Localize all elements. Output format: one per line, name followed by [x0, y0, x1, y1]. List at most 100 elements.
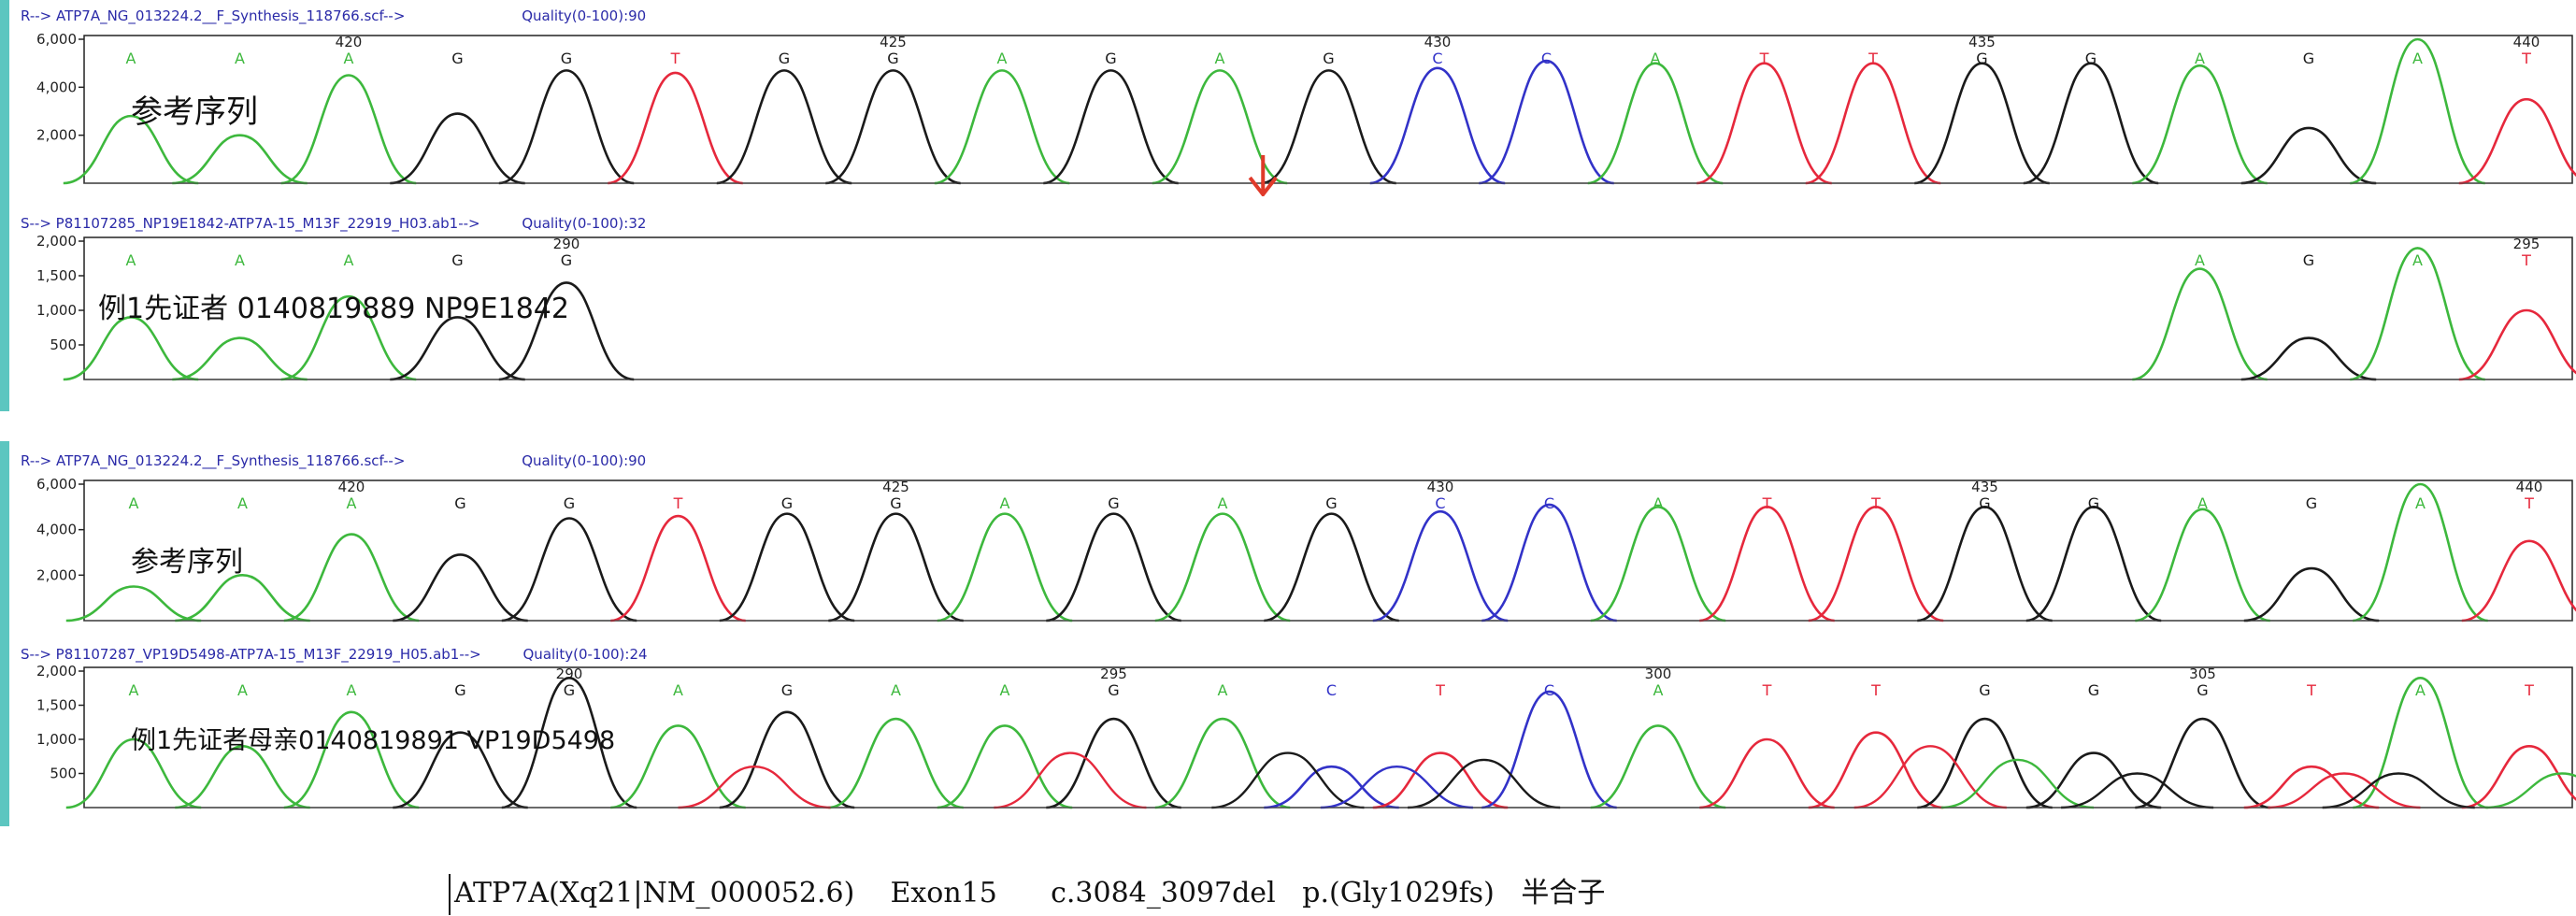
trace-peak-C [1481, 690, 1617, 809]
base-call-label: G [1323, 50, 1334, 67]
base-call-label: A [2195, 251, 2205, 269]
secondary-trace-peak-G [2322, 772, 2475, 809]
header-file-label: R--> ATP7A_NG_013224.2__F_Synthesis_1187… [21, 452, 406, 469]
trace-peak-C [1369, 66, 1506, 185]
base-call-label: A [2412, 50, 2423, 67]
trace-peak-C [1372, 509, 1509, 623]
base-call-label: G [779, 50, 790, 67]
base-call-label: G [451, 251, 463, 269]
caption-text: ATP7A(Xq21|NM_000052.6) Exon15 c.3084_30… [454, 877, 1606, 909]
base-call-label: A [344, 50, 354, 67]
y-tick-label: 2,000 [36, 663, 77, 680]
trace-peak-A [283, 533, 420, 623]
trace-peak-T [2461, 744, 2576, 809]
trace-peak-T [2243, 765, 2380, 809]
base-call-label: A [347, 681, 357, 699]
position-label: 425 [882, 479, 909, 495]
base-call-label: A [347, 494, 357, 512]
trace-peak-G [1914, 62, 2050, 185]
base-call-label: A [673, 681, 683, 699]
trace-peak-A [63, 316, 199, 381]
trace-peak-A [2135, 508, 2270, 623]
chromatogram-svg-ref2: 6,000 4,000 2,000 420 425 430 435 440 A A A G G T G G A G… [36, 476, 2576, 623]
chromatogram-svg-ref1: 6,000 4,000 2,000 420 425 430 435 440 A A A G G T G G A G… [36, 31, 2576, 196]
position-label: 420 [336, 34, 363, 50]
trace-peak-G [501, 676, 637, 809]
base-call-label: G [1976, 50, 1987, 67]
base-call-label: A [344, 251, 354, 269]
secondary-trace-peak-T [678, 765, 831, 809]
trace-peak-G [498, 69, 635, 185]
secondary-trace-peak-G [2061, 772, 2214, 809]
header-file-label: S--> P81107287_VP19D5498-ATP7A-15_M13F_2… [21, 646, 481, 663]
y-tick-label: 4,000 [36, 79, 77, 95]
base-call-label: C [1326, 681, 1337, 699]
base-call-label: A [237, 681, 248, 699]
base-call-label: G [1325, 494, 1337, 512]
trace-peak-T [608, 71, 743, 185]
overlay-label-sample2: 例1先证者母亲0140819891 VP19D5498 [131, 726, 616, 755]
position-label: 300 [1645, 666, 1672, 682]
trace-peak-G [2240, 336, 2377, 381]
trace-peak-G [498, 281, 635, 381]
trace-peak-T [1805, 62, 1941, 185]
trace-peak-G [390, 316, 525, 381]
trace-peak-A [172, 134, 308, 185]
y-tick-label: 2,000 [36, 127, 77, 144]
base-call-label: G [781, 681, 793, 699]
position-label: 295 [1100, 666, 1127, 682]
secondary-trace-peak-G [1408, 758, 1561, 809]
header-quality-label: Quality(0-100):90 [522, 452, 647, 469]
trace-peak-T [1696, 62, 1832, 185]
base-call-label: G [2306, 494, 2317, 512]
overlay-label-ref2: 参考序列 [131, 546, 243, 579]
header-file-label: R--> ATP7A_NG_013224.2__F_Synthesis_1187… [21, 7, 406, 24]
position-label: 425 [880, 34, 907, 50]
trace-peak-G [2240, 126, 2377, 185]
base-call-label: G [564, 681, 575, 699]
trace-peak-A [2350, 247, 2485, 381]
base-call-label: A [129, 681, 139, 699]
header-file-label: S--> P81107285_NP19E1842-ATP7A-15_M13F_2… [21, 215, 480, 232]
base-call-label: C [1435, 494, 1445, 512]
base-call-label: A [1000, 494, 1010, 512]
header-quality-label: Quality(0-100):90 [522, 7, 647, 24]
trace-peak-C [1264, 765, 1399, 809]
deletion-arrow-icon [1248, 155, 1278, 196]
position-label: 440 [2513, 34, 2540, 50]
trace-peak-T [1699, 506, 1835, 623]
base-call-label: T [1759, 50, 1769, 67]
base-call-label: T [1868, 50, 1878, 67]
trace-peak-G [716, 69, 852, 185]
base-call-label: T [2521, 251, 2531, 269]
base-call-label: T [1762, 494, 1772, 512]
y-tick-label: 1,500 [36, 697, 77, 714]
panel-header-sample1: S--> P81107285_NP19E1842-ATP7A-15_M13F_2… [21, 215, 646, 232]
secondary-trace-peak-T [2268, 772, 2421, 809]
caption-separator [449, 874, 451, 915]
base-call-label: T [2306, 681, 2316, 699]
trace-peak-G [393, 731, 528, 809]
position-label: 435 [1968, 34, 1996, 50]
y-tick-label: 4,000 [36, 522, 77, 538]
base-call-label: A [235, 251, 245, 269]
secondary-trace-peak-T [994, 751, 1147, 809]
position-label: 305 [2189, 666, 2216, 682]
base-call-label: G [561, 251, 572, 269]
base-call-label: A [2415, 494, 2426, 512]
trace-peak-G [1917, 506, 2053, 623]
base-call-label: A [235, 50, 245, 67]
trace-peak-G [1261, 69, 1396, 185]
base-call-label: G [2303, 251, 2314, 269]
trace-peak-A [1154, 717, 1291, 809]
secondary-trace-peak-G [1211, 751, 1365, 809]
trace-peak-A [283, 710, 420, 809]
trace-peak-T [1699, 737, 1835, 809]
position-label: 290 [553, 236, 580, 252]
base-call-label: A [126, 251, 136, 269]
base-call-label: A [2197, 494, 2208, 512]
trace-peak-G [828, 512, 964, 623]
trace-peak-G [825, 69, 961, 185]
trace-peak-G [719, 710, 855, 809]
chromatogram-panel-sample1: 2,000 1,500 1,000 500 290 295 A A A G G A G A T [26, 232, 2576, 393]
